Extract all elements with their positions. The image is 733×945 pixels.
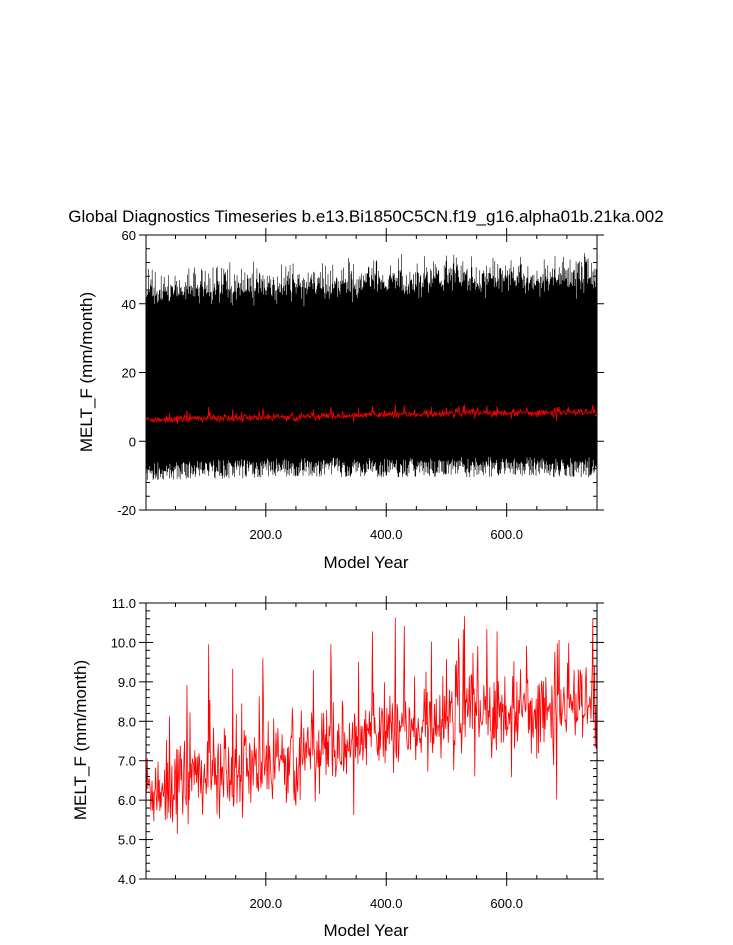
monthly-series-line [146,253,597,480]
x-tick-label: 600.0 [490,896,523,911]
y-tick-label: 5.0 [118,833,136,848]
plot-frame [145,602,598,880]
y-tick-label: 7.0 [118,754,136,769]
y-tick-label: 0 [129,434,136,449]
x-tick-label: 600.0 [490,527,523,542]
y-tick-label: 10.0 [111,635,136,650]
chart-title: Global Diagnostics Timeseries b.e13.Bi18… [68,207,663,226]
y-tick-label: 8.0 [118,714,136,729]
x-tick-label: 400.0 [370,896,403,911]
top-panel-y-axis-label: MELT_F (mm/month) [77,292,96,452]
y-tick-label: 60 [122,228,136,243]
y-tick-label: 40 [122,297,136,312]
top-panel: 200.0 400.0 600.0 -20 0 20 40 60 Model Year MEL… [77,228,604,572]
annual-mean-series-line [146,616,597,835]
y-tick-label: 11.0 [112,596,136,611]
y-tick-label: 6.0 [118,793,136,808]
x-tick-label: 200.0 [250,527,283,542]
top-panel-axes: 200.0 400.0 600.0 -20 0 20 40 60 [117,228,604,542]
x-tick-label: 200.0 [250,896,283,911]
y-tick-label: -20 [117,503,136,518]
top-panel-x-axis-label: Model Year [323,553,408,572]
bottom-panel-y-axis-label: MELT_F (mm/month) [71,660,90,820]
y-tick-label: 9.0 [118,675,136,690]
annual-mean-series-line [146,404,597,424]
bottom-panel-series [146,616,597,835]
bottom-panel: 200.0 400.0 600.0 4.0 5.0 6.0 7.0 8.0 9.0 10.0 11.… [71,596,604,940]
top-panel-series [146,253,597,480]
bottom-panel-x-axis-label: Model Year [323,921,408,940]
y-tick-label: 4.0 [118,872,136,887]
bottom-panel-axes: 200.0 400.0 600.0 4.0 5.0 6.0 7.0 8.0 9.0 10.0 11.… [111,596,604,911]
y-tick-label: 20 [122,366,136,381]
x-tick-label: 400.0 [370,527,403,542]
